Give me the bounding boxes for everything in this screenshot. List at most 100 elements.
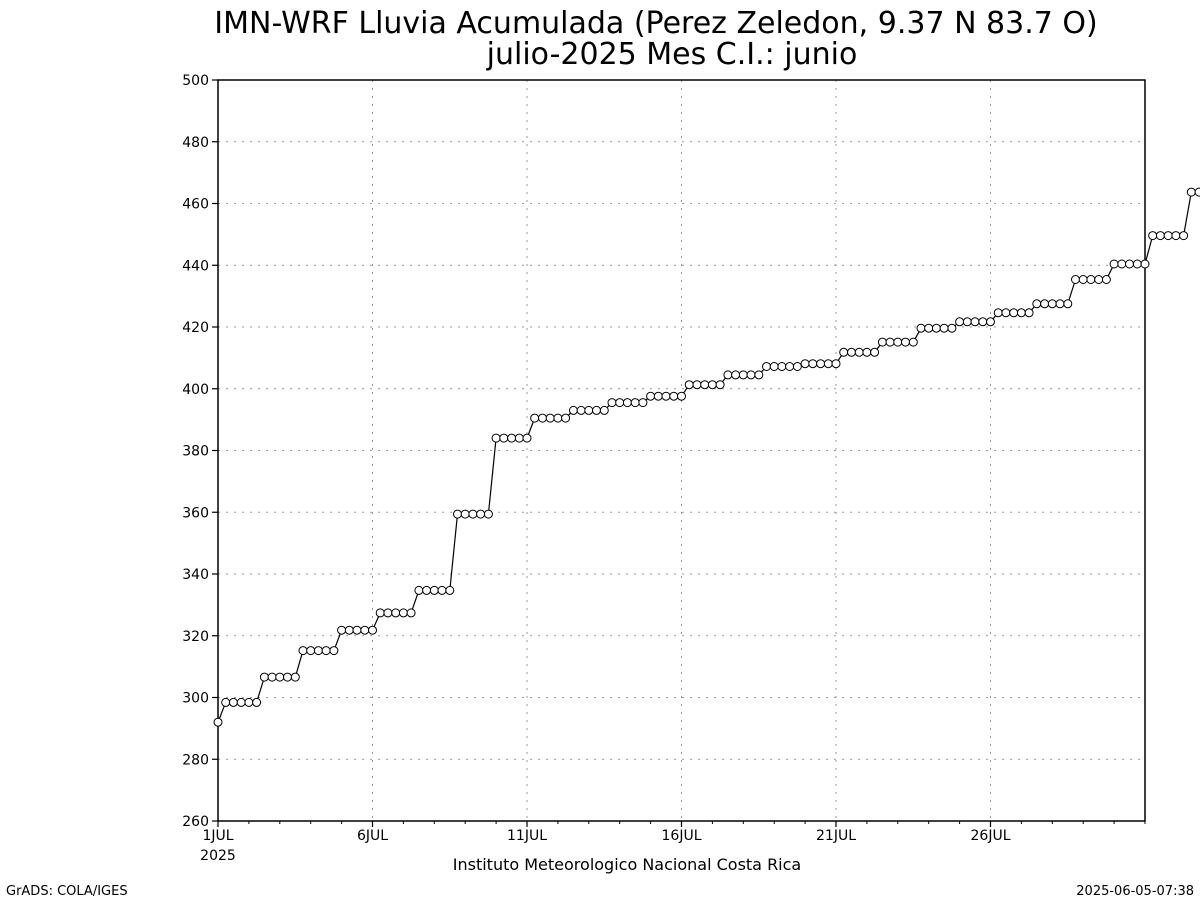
data-point (584, 405, 594, 415)
data-point (468, 509, 478, 519)
data-point (1047, 299, 1057, 309)
data-point (808, 359, 818, 369)
data-point (769, 362, 779, 371)
data-point (816, 359, 826, 369)
y-tick-label: 340 (182, 567, 209, 583)
data-point (568, 405, 578, 415)
data-point (622, 398, 632, 408)
data-point (561, 413, 571, 423)
data-point (1140, 259, 1150, 269)
data-point (746, 370, 756, 380)
data-point (955, 317, 965, 327)
software-credit: GrADS: COLA/IGES (6, 884, 128, 899)
data-point (885, 337, 895, 347)
data-point (908, 337, 918, 347)
x-tick-label: 16JUL (662, 828, 702, 844)
data-point (839, 347, 849, 357)
data-point (823, 359, 833, 369)
data-point (1117, 259, 1127, 269)
data-point (1163, 231, 1173, 241)
data-point (368, 625, 377, 635)
data-point (599, 405, 609, 415)
plot-frame (217, 79, 1146, 822)
data-point (939, 323, 949, 333)
data-point (684, 380, 694, 390)
data-point (344, 625, 354, 635)
data-point (1125, 259, 1134, 269)
data-point (646, 391, 656, 401)
y-tick-label: 280 (182, 752, 209, 768)
data-point (661, 391, 671, 401)
data-point (530, 413, 540, 423)
data-point (738, 370, 748, 380)
data-point (398, 608, 408, 618)
data-point (445, 585, 455, 595)
data-point (329, 646, 339, 656)
data-point (1155, 231, 1165, 241)
data-point (792, 362, 802, 371)
data-point (221, 697, 231, 707)
y-tick-label: 480 (182, 135, 209, 151)
data-point (1063, 299, 1073, 309)
series-layer (213, 187, 1200, 727)
data-point (931, 323, 941, 333)
data-point (986, 317, 995, 327)
data-point (638, 398, 648, 408)
data-point (298, 646, 308, 656)
data-point (700, 380, 710, 390)
data-point (630, 398, 640, 408)
data-point (707, 380, 717, 390)
data-point (321, 646, 331, 656)
data-point (306, 646, 316, 656)
data-point (862, 347, 872, 357)
data-point (337, 625, 347, 635)
data-point (553, 413, 563, 423)
x-tick-label: 26JUL (971, 828, 1011, 844)
data-point (576, 405, 586, 415)
data-point (499, 433, 509, 443)
data-point (1071, 275, 1080, 284)
data-point (414, 585, 424, 595)
data-point (870, 347, 880, 357)
data-point (669, 391, 679, 401)
data-point (1016, 308, 1026, 318)
data-point (970, 317, 980, 327)
y-tick-label: 400 (182, 382, 209, 398)
data-point (893, 337, 903, 347)
data-point (1148, 231, 1158, 241)
y-axis-ticks: 260 280 300 320 340 360 380 400 420 440 460 480 500 (182, 73, 218, 830)
x-tick-label: 1JUL (202, 828, 233, 844)
data-point (453, 509, 462, 519)
data-point (754, 370, 764, 380)
data-point (1101, 275, 1111, 284)
data-point (916, 323, 926, 333)
data-point (854, 347, 864, 357)
data-point (1171, 231, 1181, 241)
data-point (615, 398, 625, 408)
series-line (217, 191, 1200, 723)
data-point (877, 337, 887, 347)
data-point (522, 433, 532, 443)
data-point (924, 323, 934, 333)
data-point (352, 625, 362, 635)
data-point (383, 608, 393, 618)
data-point (483, 509, 493, 519)
data-point (1001, 308, 1011, 318)
y-tick-label: 260 (182, 814, 209, 830)
gridlines (218, 80, 1145, 821)
data-point (283, 672, 292, 682)
data-point (252, 697, 262, 707)
data-point (1032, 299, 1042, 309)
data-point (762, 362, 771, 371)
data-point (1109, 259, 1119, 269)
data-point (692, 380, 702, 390)
data-point (228, 697, 238, 707)
data-point (213, 717, 223, 727)
data-point (538, 413, 547, 423)
data-point (800, 359, 810, 369)
data-point (1040, 299, 1050, 309)
data-point (785, 362, 795, 371)
y-tick-label: 300 (182, 691, 209, 707)
data-point (715, 380, 725, 390)
x-tick-year: 2025 (200, 848, 236, 864)
